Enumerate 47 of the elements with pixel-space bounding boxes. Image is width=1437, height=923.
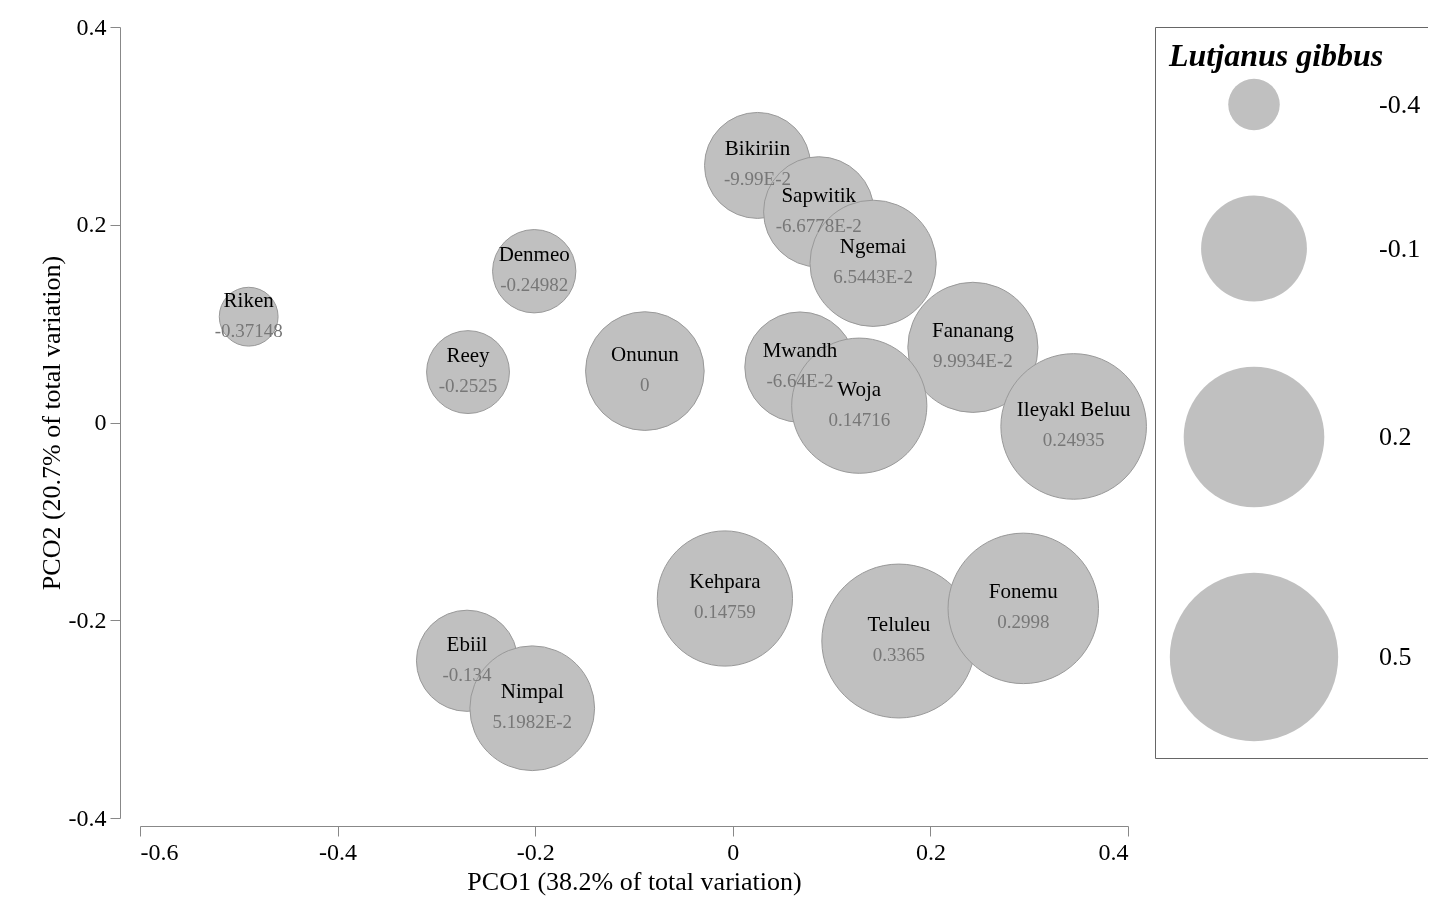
annotation: -6.6778E-2 [775,214,862,236]
x-tick-label: 0.4 [1098,838,1129,865]
legend-title: Lutjanus gibbus [1168,37,1384,73]
annotation: 0.14759 [694,601,756,623]
annotation: 0.24935 [1042,429,1105,451]
annotation: Fananang [932,318,1015,343]
annotation: Kehpara [689,569,762,594]
legend-label: 0.2 [1379,422,1412,451]
annotation: Woja [837,376,882,401]
annotation: 5.1982E-2 [492,711,573,733]
annotation: Denmeo [498,242,570,267]
legend-label: 0.5 [1379,642,1412,671]
annotation: Ngemai [839,234,907,259]
annotation: Fonemu [988,579,1059,604]
y-tick-label: 0.4 [76,13,107,40]
annotation: Mwandh [762,338,838,363]
annotation: 0 [640,374,650,396]
annotation: Teluleu [867,612,931,637]
x-tick-label: -0.4 [319,838,358,865]
annotation: Reey [446,343,491,368]
y-axis-title: PCO2 (20.7% of total variation) [36,255,66,591]
x-tick-label: -0.2 [516,838,555,865]
annotation: Ebiil [446,631,488,656]
x-tick-label: 0 [727,838,740,865]
annotation: Nimpal [500,679,564,704]
annotation: -6.64E-2 [766,370,834,392]
y-tick-label: 0 [94,409,107,435]
annotation: -0.2525 [438,375,498,397]
annotation: Onunun [611,342,680,367]
annotation: Ileyakl Beluu [1016,397,1132,422]
annotation: 0.3365 [872,644,925,666]
annotation: -0.134 [442,663,493,685]
legend-label: -0.1 [1379,233,1421,263]
y-tick-label: 0.2 [76,211,107,238]
x-tick-label: -0.6 [140,838,179,865]
annotation: 0.14716 [828,408,891,430]
annotation: 6.5443E-2 [833,266,913,288]
annotation: Riken [223,287,275,312]
annotation: -0.24982 [500,274,569,296]
y-tick-label: -0.4 [68,804,107,831]
annotation: Bikiriin [724,136,791,161]
x-axis-title: PCO1 (38.2% of total variation) [467,866,802,896]
annotation: 9.9934E-2 [933,350,1013,372]
y-tick-label: -0.2 [68,606,107,633]
x-tick-label: 0.2 [915,838,946,865]
legend-label: -0.4 [1379,89,1421,119]
annotation: 0.2998 [997,611,1050,633]
